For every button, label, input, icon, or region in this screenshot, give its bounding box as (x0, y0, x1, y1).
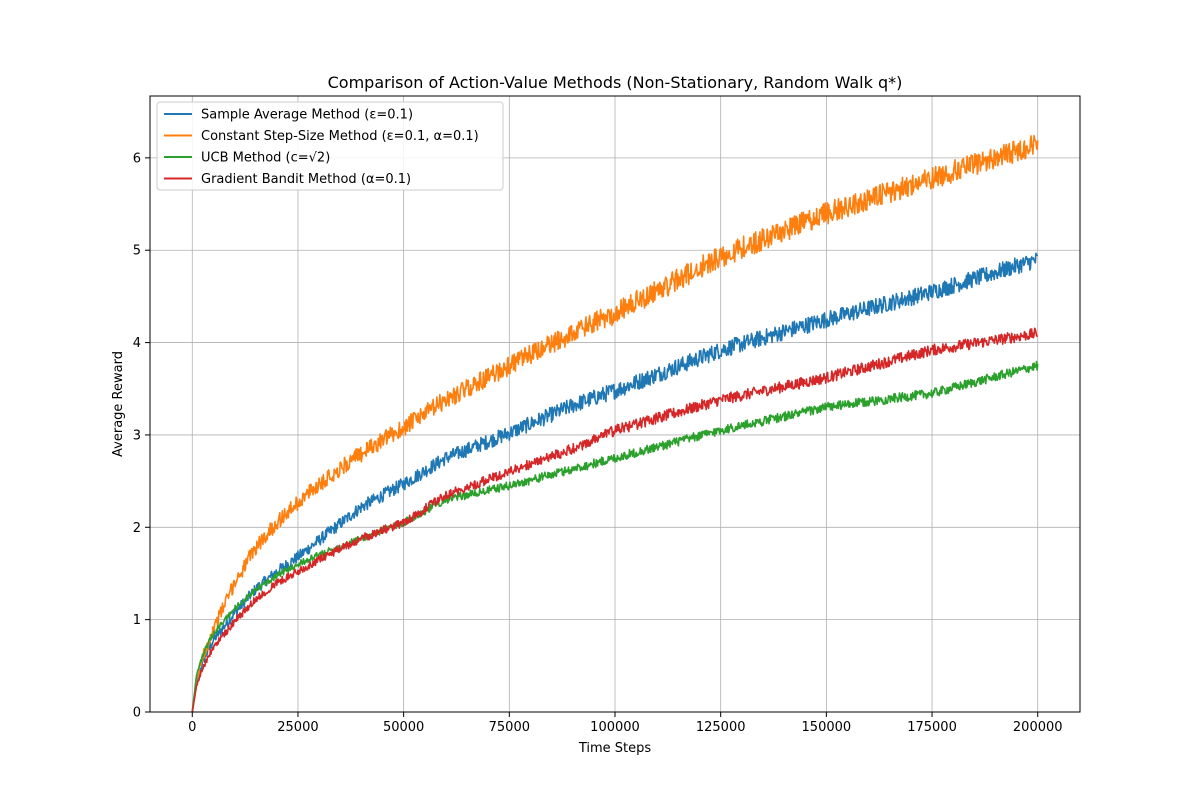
series-line-constant-step-size-method-0-1-0-1 (191, 134, 1039, 713)
chart-title: Comparison of Action-Value Methods (Non-… (328, 73, 903, 92)
y-tick-label: 4 (133, 336, 141, 351)
x-tick-label: 25000 (277, 720, 318, 735)
legend-label: UCB Method (c=√2) (201, 151, 330, 166)
legend-label: Sample Average Method (ε=0.1) (201, 108, 413, 123)
x-tick-label: 150000 (802, 720, 852, 735)
y-axis-label: Average Reward (111, 351, 126, 457)
y-tick-label: 2 (133, 521, 141, 536)
y-tick-label: 3 (133, 428, 141, 443)
y-tick-label: 0 (133, 706, 141, 721)
y-tick-label: 6 (133, 151, 141, 166)
x-tick-label: 0 (188, 720, 196, 735)
x-tick-label: 175000 (907, 720, 957, 735)
x-tick-label: 100000 (590, 720, 640, 735)
x-tick-label: 75000 (489, 720, 530, 735)
x-tick-label: 200000 (1013, 720, 1063, 735)
tick-layer: 0 25000 50000 75000 100000 125000 150000 175000… (133, 151, 1063, 735)
x-tick-label: 50000 (383, 720, 424, 735)
legend-box (156, 101, 504, 191)
legend: Sample Average Method (ε=0.1) Constant St… (156, 101, 504, 191)
y-tick-label: 1 (133, 613, 141, 628)
y-tick-label: 5 (133, 244, 141, 259)
x-axis-label: Time Steps (578, 741, 652, 756)
series-layer (191, 134, 1039, 713)
series-line-gradient-bandit-method-0-1 (191, 327, 1039, 713)
x-tick-label: 125000 (696, 720, 746, 735)
series-line-sample-average-method-0-1 (191, 252, 1039, 713)
legend-label: Constant Step-Size Method (ε=0.1, α=0.1) (201, 129, 479, 144)
legend-label: Gradient Bandit Method (α=0.1) (201, 172, 411, 187)
